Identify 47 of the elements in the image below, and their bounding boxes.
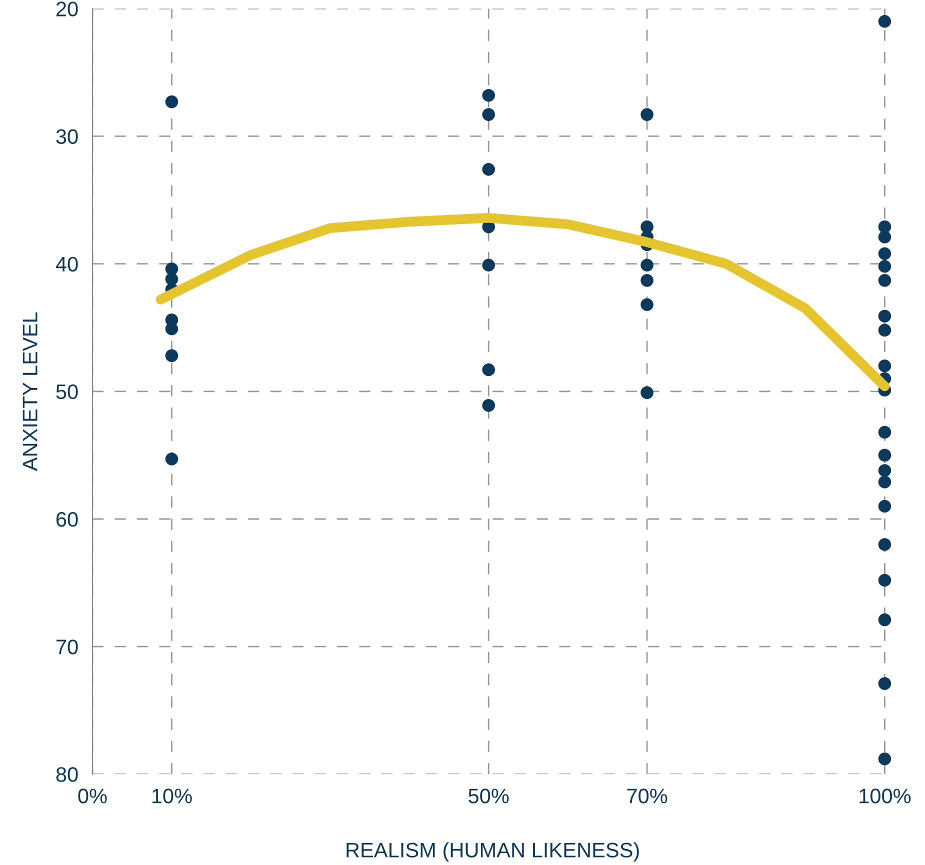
point — [878, 359, 892, 372]
x-tick-label: 100% — [860, 788, 911, 804]
point — [878, 15, 892, 28]
x-tick-label: 50% — [468, 788, 509, 804]
y-tick-label: 20 — [56, 2, 78, 16]
point — [640, 258, 654, 272]
y-tick-label: 30 — [56, 129, 78, 144]
point — [482, 399, 496, 412]
point — [640, 386, 654, 400]
y-tick-label: 60 — [56, 512, 78, 527]
y-tick-label: 40 — [56, 256, 78, 272]
y-axis-title: ANXIETY LEVEL — [22, 312, 38, 472]
point — [482, 89, 496, 102]
point — [878, 464, 892, 477]
point — [878, 538, 892, 551]
x-tick-label: 0% — [78, 788, 107, 804]
point — [878, 274, 892, 287]
point — [165, 322, 178, 336]
point — [482, 363, 496, 376]
point — [878, 677, 892, 690]
y-tick-label: 50 — [56, 384, 78, 400]
point — [640, 298, 654, 312]
point — [482, 108, 496, 121]
point — [878, 230, 892, 244]
point — [878, 426, 892, 439]
point — [482, 163, 496, 176]
x-tick-label: 10% — [152, 788, 192, 804]
point — [878, 247, 892, 260]
point — [878, 752, 892, 766]
point — [482, 258, 496, 272]
point — [878, 448, 892, 462]
point — [165, 95, 178, 108]
point — [640, 274, 654, 287]
x-tick-label: 70% — [627, 788, 668, 804]
point — [878, 476, 892, 488]
y-tick-label: 80 — [56, 767, 78, 782]
y-tick-label: 70 — [56, 640, 78, 654]
point — [878, 574, 892, 587]
x-axis-title: REALISM (HUMAN LIKENESS) — [346, 842, 639, 862]
point — [165, 349, 178, 362]
point — [165, 452, 178, 466]
point — [878, 613, 892, 626]
point — [878, 260, 892, 273]
point — [878, 500, 892, 513]
point — [878, 310, 892, 323]
point — [878, 324, 892, 337]
point — [640, 108, 654, 121]
